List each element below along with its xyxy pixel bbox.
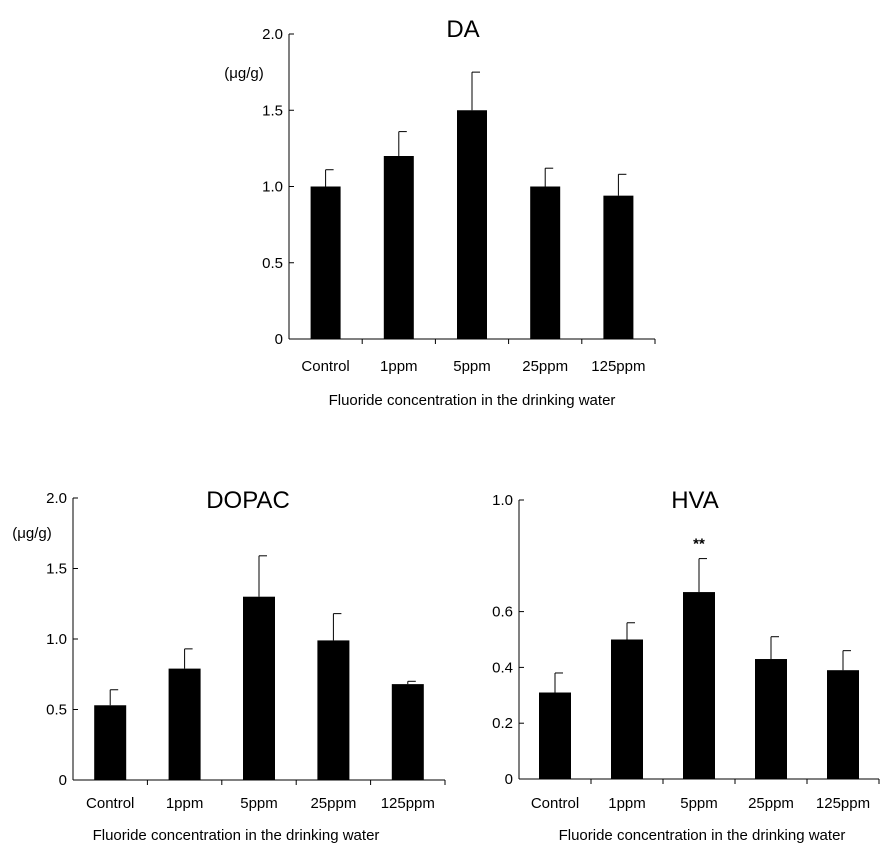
chart-title: DOPAC bbox=[206, 487, 290, 514]
bar-5ppm bbox=[243, 596, 275, 780]
y-tick-label: 0 bbox=[59, 772, 67, 789]
bar-125ppm bbox=[603, 195, 634, 339]
y-tick-label: 0 bbox=[275, 331, 283, 348]
y-tick-label: 2.0 bbox=[46, 490, 67, 507]
bar-1ppm bbox=[611, 639, 643, 779]
y-tick-label: 0.6 bbox=[492, 604, 513, 621]
bar-5ppm bbox=[683, 592, 715, 779]
bar-control bbox=[94, 705, 127, 780]
bar-control bbox=[539, 692, 571, 779]
x-category-label: 1ppm bbox=[166, 795, 204, 812]
chart-panel-da: 0 0.5 1.0 1.5 2.0 Control 1ppm 5ppm 25ppm 125ppm D… bbox=[224, 16, 656, 409]
x-category-label: Control bbox=[301, 358, 349, 375]
unit-label: (μg/g) bbox=[224, 65, 264, 82]
bar-25ppm bbox=[530, 186, 561, 339]
x-category-label: Control bbox=[86, 795, 134, 812]
chart-panel-dopac: 0 0.5 1.0 1.5 2.0 Control 1ppm 5ppm 25ppm 125ppm D… bbox=[12, 487, 446, 844]
y-tick-label: 0.5 bbox=[46, 702, 67, 719]
y-tick-label: 0 bbox=[505, 771, 513, 788]
y-tick-label: 1.0 bbox=[46, 631, 67, 648]
y-tick-label: 0.2 bbox=[492, 715, 513, 732]
y-tick-label: 1.0 bbox=[492, 492, 513, 509]
y-tick-label: 0.5 bbox=[262, 255, 283, 272]
y-tick-label: 1.0 bbox=[262, 179, 283, 196]
x-category-label: 25ppm bbox=[522, 358, 568, 375]
bar-25ppm bbox=[317, 640, 350, 780]
significance-marker: ** bbox=[693, 536, 705, 553]
bar-125ppm bbox=[391, 684, 424, 780]
x-axis-label: Fluoride concentration in the drinking w… bbox=[93, 827, 380, 844]
x-category-label: 25ppm bbox=[310, 795, 356, 812]
x-category-label: 125ppm bbox=[591, 358, 645, 375]
x-category-label: 5ppm bbox=[453, 358, 491, 375]
x-category-label: 125ppm bbox=[381, 795, 435, 812]
bar-control bbox=[310, 186, 341, 339]
y-tick-label: 1.5 bbox=[262, 102, 283, 119]
bar-1ppm bbox=[383, 156, 414, 339]
bar-5ppm bbox=[457, 110, 487, 339]
bar-25ppm bbox=[755, 659, 787, 779]
x-axis-label: Fluoride concentration in the drinking w… bbox=[559, 827, 846, 844]
chart-panel-hva: 0 0.2 0.4 0.6 1.0 Control 1ppm 5ppm ** 25ppm 125pp… bbox=[492, 487, 880, 844]
x-category-label: 5ppm bbox=[680, 795, 718, 812]
bar-1ppm bbox=[168, 668, 201, 780]
x-axis-label: Fluoride concentration in the drinking w… bbox=[329, 392, 616, 409]
x-category-label: 1ppm bbox=[608, 795, 646, 812]
unit-label: (μg/g) bbox=[12, 525, 52, 542]
x-category-label: Control bbox=[531, 795, 579, 812]
chart-title: HVA bbox=[671, 487, 719, 514]
y-tick-label: 0.4 bbox=[492, 659, 513, 676]
x-category-label: 5ppm bbox=[240, 795, 278, 812]
bar-125ppm bbox=[827, 670, 859, 779]
x-category-label: 25ppm bbox=[748, 795, 794, 812]
x-category-label: 125ppm bbox=[816, 795, 870, 812]
y-tick-label: 2.0 bbox=[262, 26, 283, 43]
y-tick-label: 1.5 bbox=[46, 561, 67, 578]
chart-title: DA bbox=[446, 16, 479, 43]
x-category-label: 1ppm bbox=[380, 358, 418, 375]
